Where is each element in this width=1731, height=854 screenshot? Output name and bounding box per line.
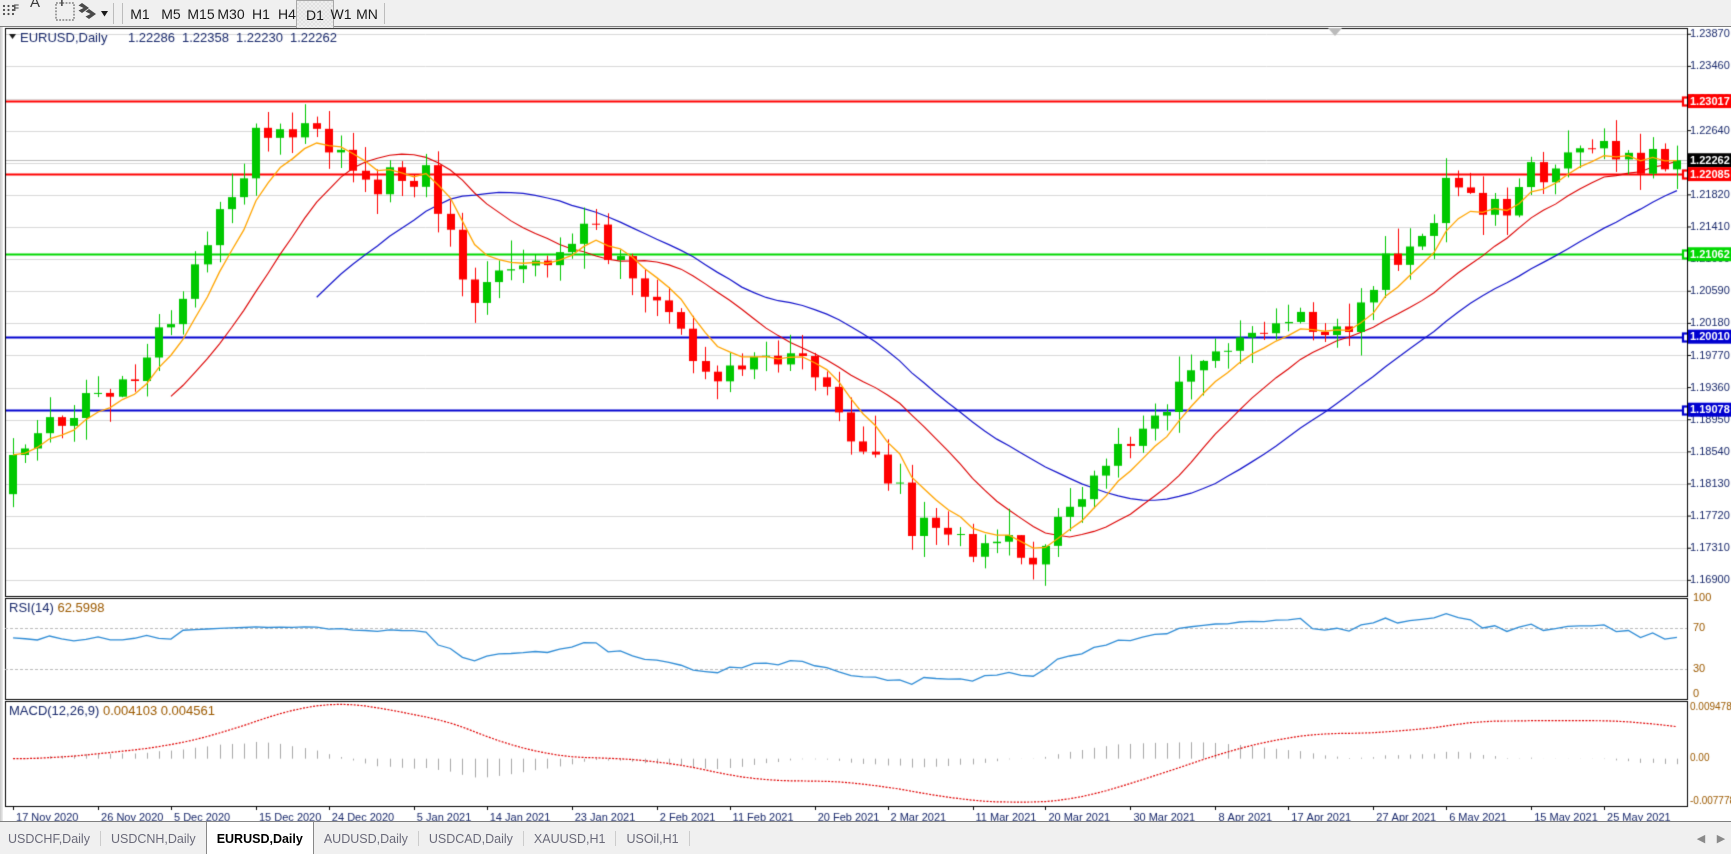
svg-text:F: F [14,3,20,13]
svg-text:A: A [30,0,40,11]
svg-text:T: T [59,0,66,9]
